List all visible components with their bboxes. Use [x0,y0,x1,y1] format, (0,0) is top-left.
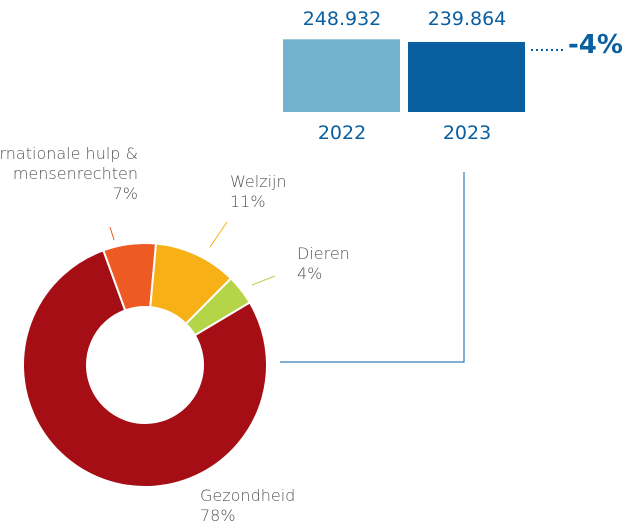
donut-segment [22,249,268,488]
x-tick-label: 2022 [317,122,367,144]
bar [283,39,400,112]
segment-label: Dieren 4% [297,244,350,284]
leader [209,221,228,248]
connector [280,172,465,363]
value-label: 239.864 [427,8,507,30]
leader [251,275,276,286]
segment-name: Dieren [297,244,350,263]
value-label: 248.932 [302,8,382,30]
segment-value: 7% [112,184,138,203]
segment-value: 4% [297,264,323,283]
x-tick-label: 2023 [442,122,492,144]
bar [408,41,525,112]
segment-label: Gezondheid 78% [200,486,295,526]
segment-value: 11% [230,192,266,211]
segment-name: Welzijn [230,172,287,191]
segment-label: Welzijn 11% [230,172,287,212]
segment-name: Gezondheid [200,486,296,505]
segment-value: 78% [200,506,236,525]
leader [109,226,115,241]
annotation: -4% [568,30,623,60]
segment-name: Internationale hulp & mensenrechten [0,144,138,183]
